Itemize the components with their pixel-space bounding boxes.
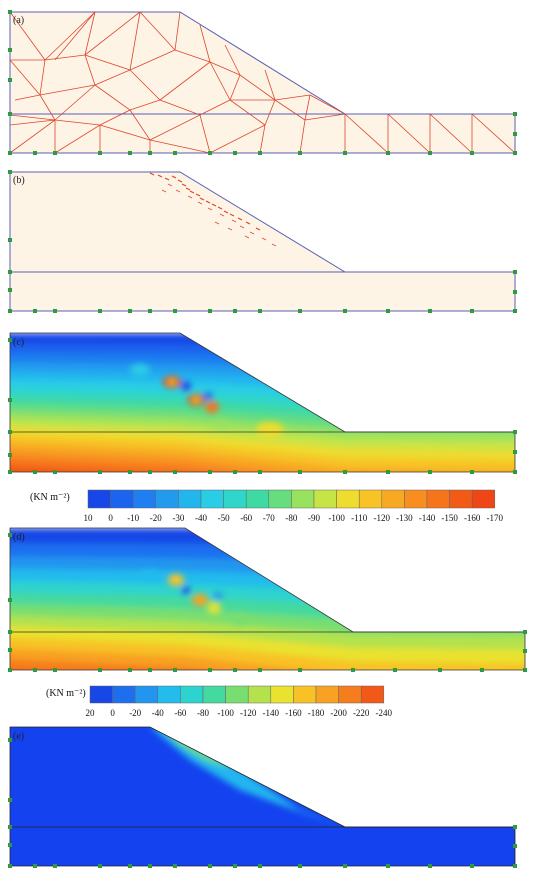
legend-c-unit: (KN m⁻²)	[30, 492, 70, 503]
legend-swatch	[112, 685, 136, 704]
legend-tick-label: -20	[129, 708, 141, 718]
legend-tick-label: -80	[197, 708, 209, 718]
panel-a-boundary-nodes	[8, 10, 517, 155]
legend-swatch	[381, 489, 405, 509]
panel-d-local-anomalies	[140, 570, 248, 625]
legend-tick-label: -200	[330, 708, 347, 718]
legend-d: (KN m⁻²) 20 0 -20 -40 -60 -80 -100 -120 -140 -160…	[46, 685, 393, 718]
legend-swatch	[223, 489, 247, 509]
legend-swatch	[358, 489, 383, 509]
legend-swatch	[157, 685, 181, 704]
legend-swatch	[471, 489, 496, 509]
legend-tick-label: -20	[150, 513, 162, 523]
legend-swatch	[225, 685, 249, 704]
legend-tick-label: -60	[240, 513, 252, 523]
legend-tick-label: -110	[351, 513, 368, 523]
panel-c-boundary-nodes	[8, 338, 517, 474]
legend-tick-label: -140	[263, 708, 280, 718]
legend-swatch	[293, 685, 317, 704]
legend-tick-label: -30	[172, 513, 184, 523]
legend-swatch	[336, 489, 360, 509]
legend-tick-label: -140	[419, 513, 436, 523]
legend-swatch	[134, 685, 159, 704]
legend-swatch	[404, 489, 428, 509]
legend-tick-label: -80	[285, 513, 297, 523]
legend-tick-label: -100	[217, 708, 234, 718]
legend-tick-label: -180	[308, 708, 325, 718]
legend-tick-label: -240	[376, 708, 393, 718]
panel-b: (b)	[8, 170, 517, 313]
legend-tick-label: -170	[487, 513, 504, 523]
legend-tick-label: 0	[108, 513, 113, 523]
legend-tick-label: -10	[127, 513, 139, 523]
panel-b-boundary-nodes	[8, 170, 517, 313]
legend-swatch	[449, 489, 473, 509]
legend-c: (KN m⁻²) 10 0 -10 -20 -30 -40 -50 -60 -70 -80 -90-…	[30, 489, 504, 523]
legend-tick-label: 20	[86, 708, 96, 718]
legend-swatch	[315, 685, 339, 704]
legend-swatch	[178, 489, 202, 509]
panel-e-boundary-nodes	[8, 738, 517, 868]
panel-e-label: (e)	[13, 731, 24, 742]
legend-swatch	[110, 489, 134, 509]
legend-swatch	[87, 489, 111, 509]
panel-e: (e)	[8, 726, 517, 868]
legend-c-color-bar	[87, 489, 496, 509]
legend-swatch	[155, 489, 179, 509]
panel-a-mesh	[9, 11, 516, 154]
legend-swatch	[360, 685, 385, 704]
legend-swatch	[202, 685, 226, 704]
legend-tick-label: -120	[374, 513, 391, 523]
legend-tick-label: -40	[195, 513, 207, 523]
panel-b-label: (b)	[13, 175, 25, 186]
legend-swatch	[270, 685, 294, 704]
legend-swatch	[132, 489, 157, 509]
panel-d-label: (d)	[13, 532, 25, 543]
legend-tick-label: -50	[218, 513, 230, 523]
legend-swatch	[338, 685, 362, 704]
panel-c-local-anomalies	[130, 364, 284, 438]
legend-swatch	[313, 489, 337, 509]
panel-b-displacement-vectors	[149, 172, 277, 247]
legend-swatch	[268, 489, 292, 509]
panel-c-label: (c)	[13, 337, 24, 348]
legend-tick-label: -220	[353, 708, 370, 718]
legend-tick-label: -70	[263, 513, 275, 523]
legend-swatch	[89, 685, 113, 704]
legend-tick-label: -150	[441, 513, 458, 523]
legend-d-color-bar	[89, 685, 385, 704]
legend-tick-label: -160	[464, 513, 481, 523]
panel-a: (a)	[8, 10, 517, 155]
legend-tick-label: -160	[285, 708, 302, 718]
legend-tick-label: -100	[328, 513, 345, 523]
panel-a-label: (a)	[13, 15, 24, 26]
panel-a-soil-domain	[9, 11, 516, 154]
legend-d-ticks: 20 0 -20 -40 -60 -80 -100 -120 -140 -160 -180 -200-…	[86, 708, 393, 718]
legend-tick-label: -120	[240, 708, 257, 718]
legend-swatch	[247, 685, 272, 704]
legend-c-ticks: 10 0 -10 -20 -30 -40 -50 -60 -70 -80 -90 -100 -110 -1…	[84, 513, 504, 523]
legend-d-unit: (KN m⁻²)	[46, 688, 86, 699]
panel-d-boundary-nodes	[8, 533, 527, 672]
legend-swatch	[200, 489, 224, 509]
legend-tick-label: -40	[152, 708, 164, 718]
legend-swatch	[180, 685, 204, 704]
legend-tick-label: 10	[84, 513, 94, 523]
legend-swatch	[291, 489, 315, 509]
legend-swatch	[426, 489, 450, 509]
legend-swatch	[245, 489, 270, 509]
legend-tick-label: -90	[308, 513, 320, 523]
legend-tick-label: 0	[110, 708, 115, 718]
panel-b-soil-domain	[9, 171, 516, 312]
legend-tick-label: -130	[396, 513, 413, 523]
legend-tick-label: -60	[174, 708, 186, 718]
